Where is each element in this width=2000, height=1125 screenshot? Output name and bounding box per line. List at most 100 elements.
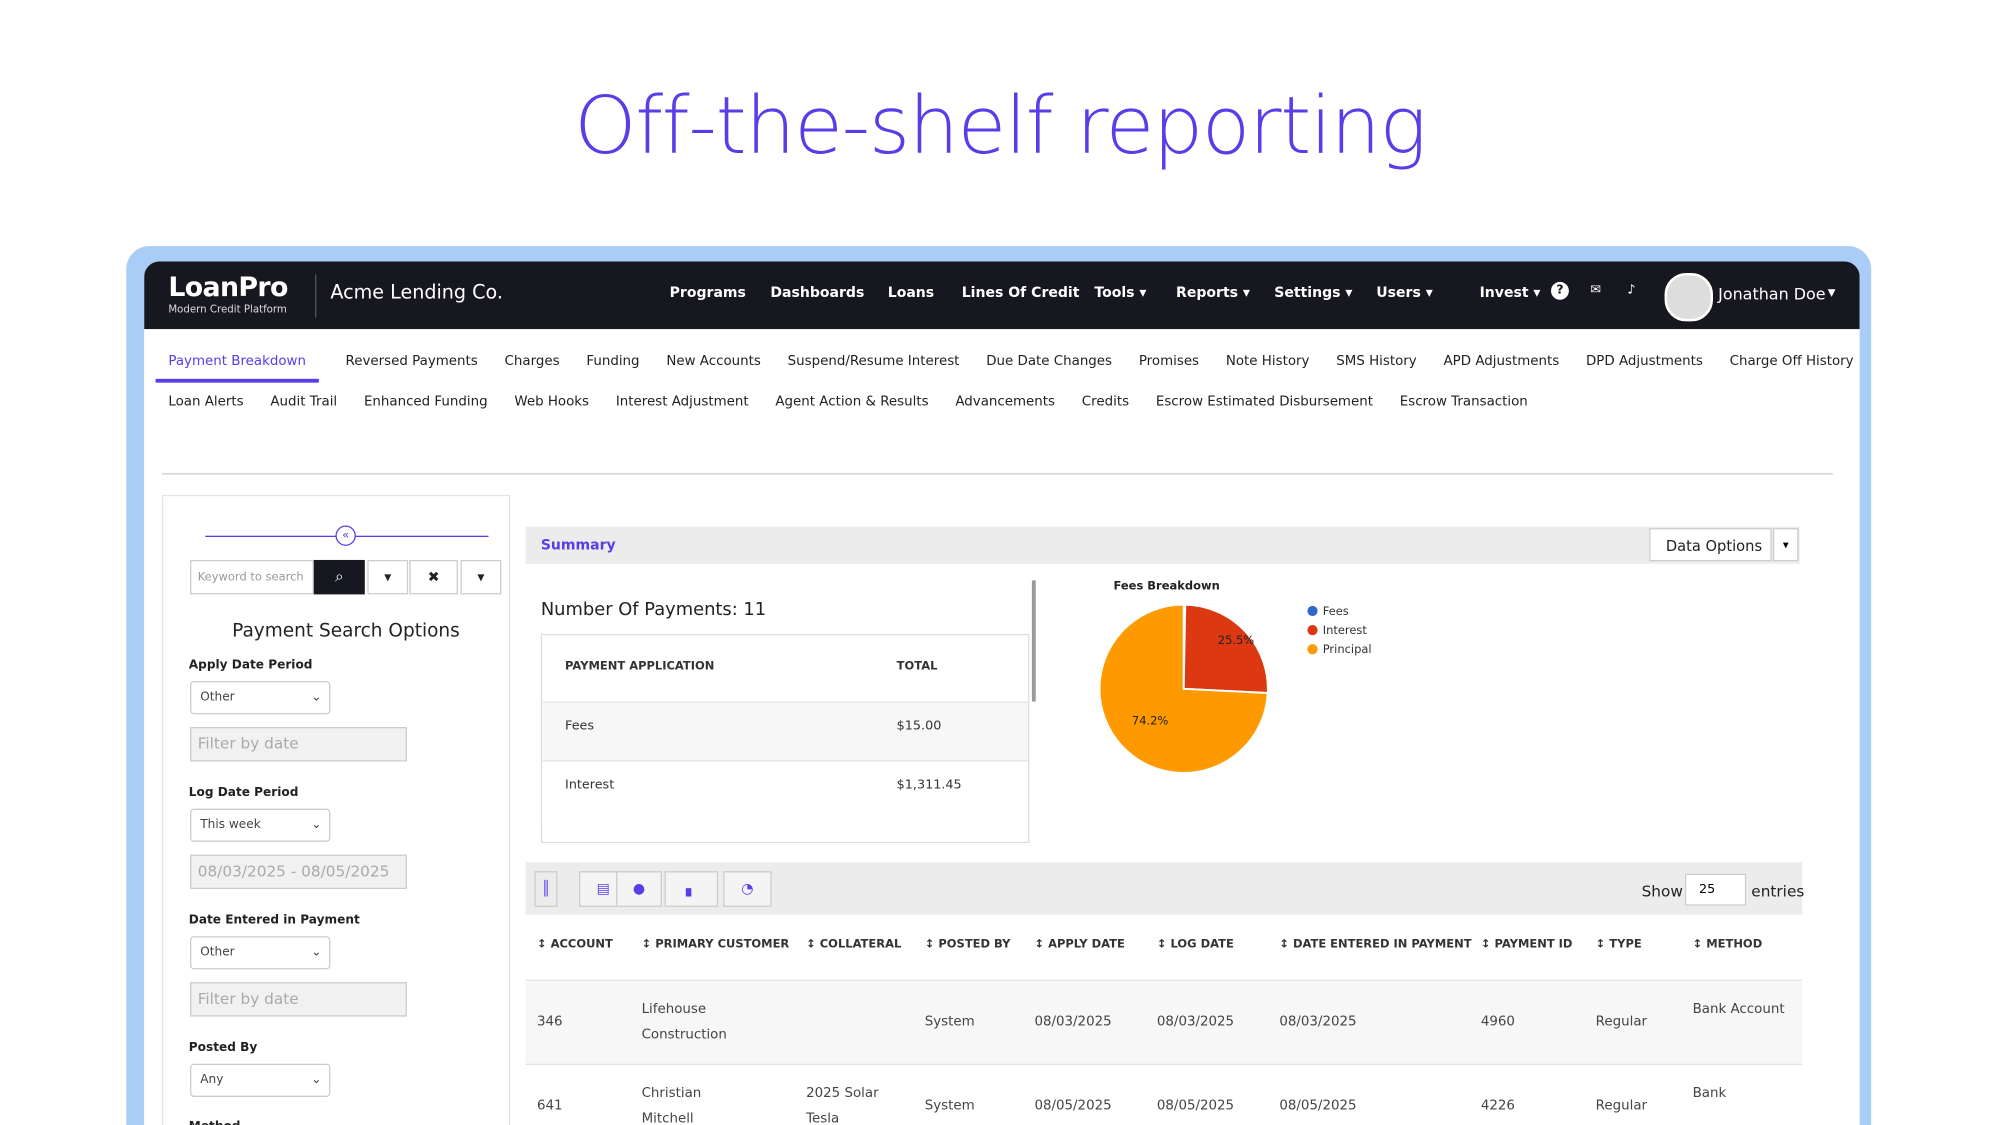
view-button[interactable]: ▖ — [664, 871, 719, 907]
select[interactable]: Other ⌄ — [190, 681, 331, 715]
slider-knob[interactable]: « — [335, 525, 356, 546]
nav-label: Programs — [669, 284, 746, 302]
nav-item[interactable]: Dashboards — [770, 284, 864, 301]
pie-slice — [1182, 603, 1269, 695]
legend-label: Interest — [1323, 623, 1368, 637]
logo: LoanPro — [168, 271, 288, 303]
icon-button[interactable]: ✖ — [409, 559, 458, 595]
payments: ║ ▤ ● ▖ ◔ Show 25 entries ↕ ACCOUNT ↕ PRIMARY CUS… — [525, 862, 1804, 1125]
nav-item[interactable]: Tools ▾ — [1094, 284, 1146, 301]
nav-label: Lines Of Credit — [961, 284, 1080, 302]
select[interactable]: Other ⌄ — [190, 936, 331, 970]
cell: Interest — [565, 778, 615, 793]
select[interactable]: This week ⌄ — [190, 808, 331, 842]
view-button[interactable]: ║ — [534, 871, 558, 907]
icon-button[interactable]: ▾ — [367, 559, 409, 595]
caret: ⌄ — [311, 1072, 322, 1087]
nav-item[interactable]: Reports ▾ — [1176, 284, 1250, 301]
tab[interactable]: Loan Alerts — [168, 394, 244, 410]
tab[interactable]: Escrow Estimated Disbursement — [1155, 394, 1373, 410]
cell: 2025 Solar Tesla — [806, 1085, 879, 1125]
column-header[interactable]: ↕ LOG DATE — [1156, 938, 1234, 952]
user-name[interactable]: Jonathan Doe — [1718, 284, 1826, 304]
caret: ▾ — [1238, 284, 1250, 302]
column-header[interactable]: ↕ TYPE — [1595, 938, 1642, 952]
nav-label: Users — [1376, 284, 1421, 302]
search-button[interactable]: ⌕ — [313, 559, 365, 595]
tab[interactable]: Agent Action & Results — [775, 394, 929, 410]
tab[interactable]: Audit Trail — [270, 394, 338, 410]
tab[interactable]: Suspend/Resume Interest — [787, 353, 960, 369]
tab[interactable]: Payment Breakdown — [155, 353, 319, 383]
cell: 08/03/2025 — [1156, 1014, 1235, 1030]
tab[interactable]: Note History — [1225, 353, 1310, 369]
date-input[interactable]: 08/03/2025 - 08/05/2025 — [190, 854, 407, 890]
cell: 641 — [536, 1098, 563, 1114]
pie-chart: Fees 25.5% Interest 74.2% Principal — [1098, 603, 1372, 774]
column-header[interactable]: ↕ COLLATERAL — [806, 938, 902, 952]
column-header[interactable]: ↕ PAYMENT ID — [1480, 938, 1573, 952]
data-options-button[interactable]: Data Options — [1649, 528, 1772, 562]
date-input[interactable]: Filter by date — [190, 982, 407, 1017]
tab[interactable]: Funding — [586, 353, 640, 369]
tab[interactable]: APD Adjustments — [1443, 353, 1560, 369]
column-header[interactable]: ↕ PRIMARY CUSTOMER — [641, 938, 790, 952]
column-header[interactable]: ↕ DATE ENTERED IN PAYMENT — [1279, 938, 1472, 952]
legend-swatch — [1307, 624, 1318, 636]
tab[interactable]: New Accounts — [666, 353, 761, 369]
icon-button[interactable]: ▾ — [460, 559, 502, 595]
summary: Summary Data Options ▾ Number Of Payments: … — [525, 526, 1800, 846]
chart-title: Fees Breakdown — [1113, 580, 1220, 594]
nav-item[interactable]: Programs — [670, 284, 746, 301]
tab[interactable]: Due Date Changes — [986, 353, 1113, 369]
tab[interactable]: Interest Adjustment — [615, 394, 749, 410]
field-label: Log Date Period — [188, 785, 299, 800]
nav-item[interactable]: Users ▾ — [1376, 284, 1432, 301]
nav-icon[interactable]: ✉ — [1590, 283, 1602, 298]
view-button[interactable]: ● — [616, 871, 662, 907]
tab[interactable]: Web Hooks — [514, 394, 590, 410]
caret: ▾ — [1827, 283, 1836, 302]
column-header[interactable]: ↕ APPLY DATE — [1034, 938, 1125, 952]
navbar: LoanPro Modern Credit Platform Acme Lendin… — [144, 261, 1860, 330]
avatar[interactable] — [1664, 272, 1714, 322]
tab[interactable]: Promises — [1138, 353, 1200, 369]
dropdown-button[interactable]: ▾ — [1772, 528, 1799, 562]
cell: System — [924, 1098, 975, 1114]
tab[interactable]: Charge Off History — [1729, 353, 1854, 369]
logo-subtitle: Modern Credit Platform — [168, 303, 287, 316]
keyword-input[interactable]: Keyword to search — [190, 559, 314, 595]
legend-swatch — [1307, 605, 1318, 617]
column-header[interactable]: ↕ POSTED BY — [924, 938, 1011, 952]
legend-label: Principal — [1323, 642, 1372, 656]
tab[interactable]: Credits — [1081, 394, 1130, 410]
row-bg — [525, 980, 1803, 1066]
page-size-select[interactable]: 25 — [1684, 873, 1747, 906]
column-header[interactable]: ↕ ACCOUNT — [536, 938, 613, 952]
header-rule — [525, 979, 1803, 981]
cell: 08/03/2025 — [1279, 1014, 1357, 1030]
tab[interactable]: Charges — [504, 353, 560, 369]
tab[interactable]: DPD Adjustments — [1585, 353, 1703, 369]
nav-icon[interactable]: ♪ — [1627, 283, 1636, 298]
nav-item[interactable]: Settings ▾ — [1274, 284, 1352, 301]
caret: ▾ — [1420, 284, 1433, 302]
date-input[interactable]: Filter by date — [190, 727, 407, 762]
nav-icon[interactable]: ? — [1551, 281, 1569, 300]
select[interactable]: Any ⌄ — [190, 1063, 331, 1097]
tab[interactable]: Escrow Transaction — [1399, 394, 1528, 410]
nav-label: Settings — [1274, 284, 1341, 302]
tab[interactable]: SMS History — [1336, 353, 1417, 369]
slice-label: 74.2% — [1132, 714, 1169, 728]
nav-item[interactable]: Invest ▾ — [1480, 284, 1541, 301]
tab[interactable]: Reversed Payments — [345, 353, 478, 369]
legend-swatch — [1307, 644, 1318, 655]
nav-item[interactable]: Loans — [888, 284, 934, 301]
row-bg — [542, 701, 1029, 761]
tab[interactable]: Advancements — [955, 394, 1056, 410]
tab[interactable]: Enhanced Funding — [363, 394, 488, 410]
column-header[interactable]: ↕ METHOD — [1692, 938, 1763, 952]
view-button[interactable]: ◔ — [723, 871, 772, 907]
nav-label: Loans — [887, 284, 935, 302]
nav-item[interactable]: Lines Of Credit — [962, 284, 1080, 301]
